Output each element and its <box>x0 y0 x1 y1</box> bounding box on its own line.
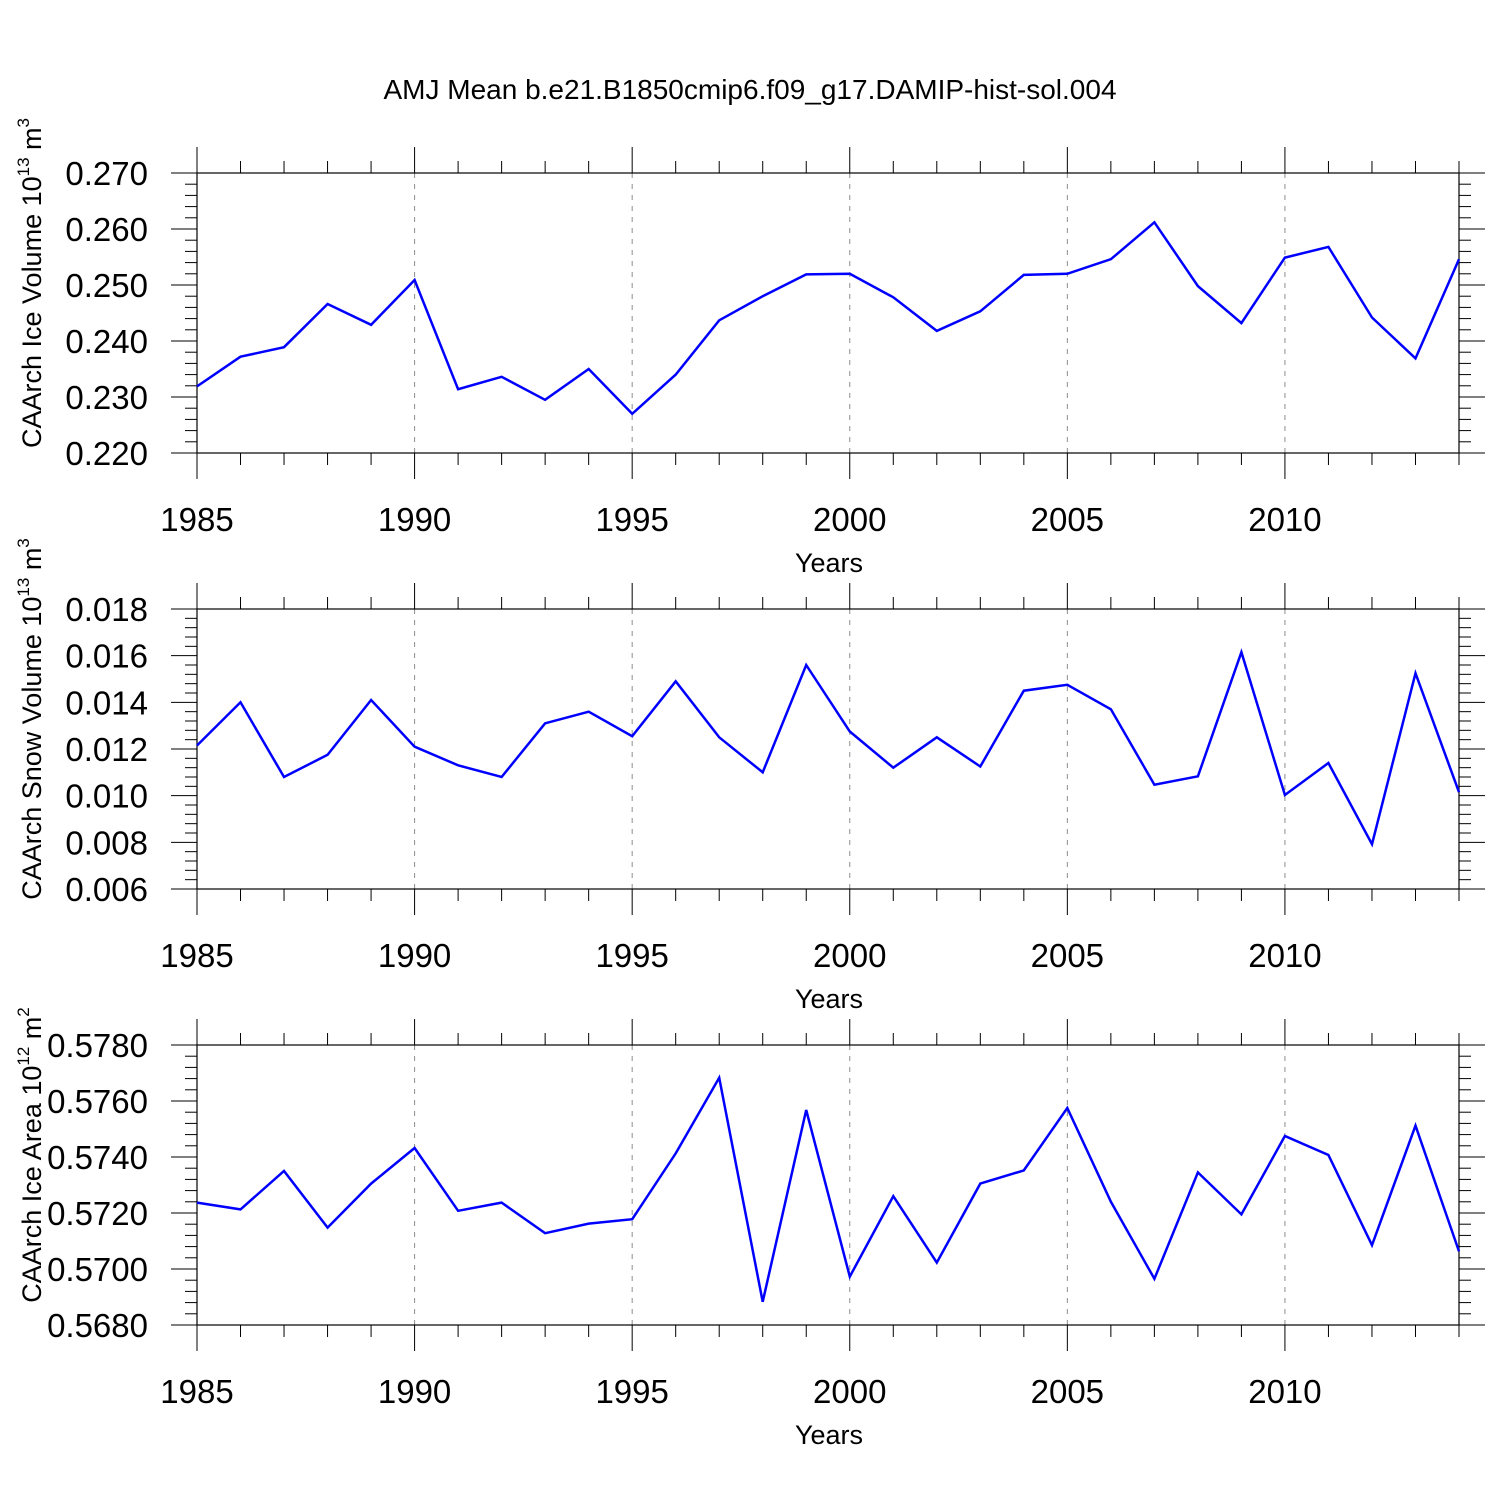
y-tick-label: 0.220 <box>65 435 148 472</box>
x-tick-label: 1985 <box>160 501 233 538</box>
x-tick-label: 1995 <box>595 937 668 974</box>
y-tick-label: 0.006 <box>65 871 148 908</box>
x-tick-label: 2000 <box>813 937 886 974</box>
y-tick-label: 0.250 <box>65 267 148 304</box>
y-tick-label: 0.5780 <box>47 1027 148 1064</box>
y-tick-label: 0.014 <box>65 684 148 721</box>
x-axis-label: Years <box>795 548 863 578</box>
x-axis-label: Years <box>795 1420 863 1450</box>
x-tick-label: 1990 <box>378 1373 451 1410</box>
x-tick-label: 2000 <box>813 1373 886 1410</box>
y-axis-label-unit-exponent: 2 <box>14 1007 33 1016</box>
y-axis-label: CAArch Ice Area 1012 m2 <box>14 1007 47 1303</box>
series-line <box>196 220 1461 416</box>
x-axis-label: Years <box>795 984 863 1014</box>
y-tick-label: 0.5720 <box>47 1195 148 1232</box>
x-tick-label: 1995 <box>595 501 668 538</box>
y-tick-label: 0.018 <box>65 591 148 628</box>
y-axis-label-unit: m <box>17 1017 47 1047</box>
x-tick-label: 1990 <box>378 501 451 538</box>
x-tick-label: 2010 <box>1248 501 1321 538</box>
y-axis-label-unit: m <box>17 127 47 157</box>
y-axis-label-exponent: 12 <box>14 1047 33 1066</box>
y-axis-label: CAArch Snow Volume 1013 m3 <box>14 538 47 900</box>
y-tick-label: 0.240 <box>65 323 148 360</box>
y-tick-label: 0.5700 <box>47 1251 148 1288</box>
figure-title: AMJ Mean b.e21.B1850cmip6.f09_g17.DAMIP-… <box>383 74 1116 105</box>
y-axis-label-unit-exponent: 3 <box>14 538 33 547</box>
x-tick-label: 2005 <box>1031 501 1104 538</box>
panel-1: 0.220 0.230 0.240 0.250 0.260 0.270 1985 1990 19… <box>14 118 1485 578</box>
series-line <box>196 648 1461 848</box>
y-axis-label-exponent: 13 <box>14 578 33 597</box>
y-tick-label: 0.5740 <box>47 1139 148 1176</box>
plot-frame <box>196 172 1460 454</box>
x-tick-label: 2005 <box>1031 1373 1104 1410</box>
series-line <box>196 1074 1461 1303</box>
y-tick-label: 0.270 <box>65 155 148 192</box>
x-tick-label: 1985 <box>160 937 233 974</box>
y-axis-label-text: CAArch Snow Volume 10 <box>17 597 47 900</box>
x-tick-label: 1995 <box>595 1373 668 1410</box>
y-axis-label: CAArch Ice Volume 1013 m3 <box>14 118 47 448</box>
y-axis-label-text: CAArch Ice Area 10 <box>17 1066 47 1303</box>
x-tick-label: 1985 <box>160 1373 233 1410</box>
y-tick-label: 0.012 <box>65 731 148 768</box>
y-tick-label: 0.230 <box>65 379 148 416</box>
panel-2: 0.006 0.008 0.010 0.012 0.014 0.016 0.018 1985 1… <box>14 538 1485 1014</box>
y-tick-label: 0.5760 <box>47 1083 148 1120</box>
y-axis-label-unit: m <box>17 548 47 578</box>
plot-frame <box>196 1044 1460 1326</box>
x-tick-label: 1990 <box>378 937 451 974</box>
y-axis-label-unit-exponent: 3 <box>14 118 33 127</box>
x-tick-label: 2000 <box>813 501 886 538</box>
y-tick-label: 0.010 <box>65 778 148 815</box>
y-tick-label: 0.008 <box>65 824 148 861</box>
y-axis-label-exponent: 13 <box>14 157 33 176</box>
x-tick-label: 2010 <box>1248 937 1321 974</box>
y-tick-label: 0.016 <box>65 638 148 675</box>
x-tick-label: 2005 <box>1031 937 1104 974</box>
y-axis-label-text: CAArch Ice Volume 10 <box>17 176 47 448</box>
y-tick-label: 0.260 <box>65 211 148 248</box>
panel-3: 0.5680 0.5700 0.5720 0.5740 0.5760 0.5780 1985… <box>14 1007 1485 1450</box>
y-tick-label: 0.5680 <box>47 1307 148 1344</box>
x-tick-label: 2010 <box>1248 1373 1321 1410</box>
